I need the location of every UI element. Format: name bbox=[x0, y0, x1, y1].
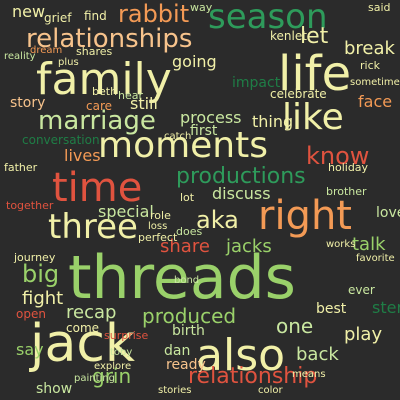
word-like: like bbox=[282, 97, 344, 138]
word-father: father bbox=[4, 161, 38, 174]
word-aka: aka bbox=[196, 206, 239, 234]
word-open: open bbox=[16, 307, 46, 321]
word-conversation: conversation bbox=[22, 133, 100, 147]
word-hear: hear bbox=[118, 89, 144, 102]
word-family: family bbox=[36, 54, 172, 105]
word-care: care bbox=[86, 99, 113, 113]
word-share: share bbox=[160, 236, 210, 257]
word-painting: painting bbox=[74, 373, 115, 384]
word-holiday: holiday bbox=[328, 161, 369, 174]
word-beth: beth bbox=[92, 85, 118, 98]
word-back: back bbox=[296, 344, 339, 365]
word-know: know bbox=[306, 142, 370, 170]
word-going: going bbox=[172, 52, 217, 71]
word-season: season bbox=[208, 0, 328, 37]
word-let: let bbox=[300, 24, 329, 49]
word-marriage: marriage bbox=[38, 106, 156, 136]
word-role: role bbox=[150, 209, 171, 222]
word-surprise: surprise bbox=[104, 329, 149, 342]
word-face: face bbox=[358, 92, 393, 111]
word-big: big bbox=[22, 260, 60, 288]
word-jack: jack bbox=[30, 314, 136, 374]
word-best: best bbox=[316, 301, 347, 317]
word-works: works bbox=[326, 239, 356, 250]
word-come: come bbox=[66, 321, 100, 335]
word-show: show bbox=[36, 381, 73, 397]
word-say: say bbox=[16, 340, 44, 359]
word-brother: brother bbox=[326, 185, 367, 198]
word-rabbit: rabbit bbox=[118, 0, 190, 28]
word-discuss: discuss bbox=[212, 184, 271, 203]
word-sometimes: sometimes bbox=[350, 77, 400, 88]
word-loss: loss bbox=[148, 221, 168, 232]
word-process: process bbox=[180, 108, 242, 127]
word-stories: stories bbox=[158, 385, 192, 396]
word-does: does bbox=[176, 225, 203, 238]
word-new: new bbox=[12, 2, 46, 21]
word-birth: birth bbox=[172, 323, 205, 339]
word-kenlet: kenlet bbox=[270, 29, 307, 43]
word-special: special bbox=[98, 202, 154, 221]
word-dan: dan bbox=[164, 343, 191, 359]
word-perfect: perfect bbox=[138, 231, 178, 244]
word-first: first bbox=[190, 123, 218, 139]
word-catch: catch bbox=[164, 131, 192, 142]
word-journey: journey bbox=[14, 251, 56, 264]
word-break: break bbox=[344, 38, 395, 59]
word-story: story bbox=[10, 95, 46, 111]
word-also: also bbox=[196, 330, 286, 381]
word-ever: ever bbox=[348, 283, 375, 297]
word-sterling: sterling bbox=[372, 298, 400, 317]
word-life: life bbox=[278, 46, 352, 102]
word-celebrate: celebrate bbox=[270, 87, 327, 101]
word-toby: toby bbox=[110, 347, 133, 358]
word-grief: grief bbox=[44, 11, 72, 25]
word-favorite: favorite bbox=[356, 253, 395, 264]
word-rick: rick bbox=[360, 59, 380, 72]
word-reality: reality bbox=[4, 51, 36, 62]
word-moments: moments bbox=[98, 125, 268, 166]
word-recap: recap bbox=[66, 302, 117, 323]
word-color: color bbox=[258, 385, 283, 396]
word-way: way bbox=[190, 1, 213, 14]
word-right: right bbox=[258, 193, 352, 239]
word-grin: grin bbox=[92, 364, 132, 388]
word-impact: impact bbox=[232, 75, 281, 91]
word-threads: threads bbox=[68, 243, 296, 313]
word-lives: lives bbox=[64, 146, 101, 165]
word-said: said bbox=[368, 1, 391, 14]
word-three: three bbox=[48, 207, 138, 247]
word-bond: bond bbox=[174, 275, 200, 286]
word-play: play bbox=[344, 324, 383, 345]
word-thing: thing bbox=[252, 112, 294, 131]
word-explore: explore bbox=[94, 361, 132, 372]
word-plus: plus bbox=[58, 57, 79, 68]
word-dream: dream bbox=[30, 45, 63, 56]
word-talk: talk bbox=[352, 234, 386, 255]
word-one: one bbox=[276, 314, 314, 338]
word-find: find bbox=[84, 9, 107, 23]
word-relationships: relationships bbox=[26, 24, 193, 54]
word-ready: ready bbox=[166, 357, 206, 373]
word-shares: shares bbox=[76, 45, 113, 58]
word-productions: productions bbox=[176, 164, 306, 189]
word-produced: produced bbox=[142, 304, 237, 328]
word-relationship: relationship bbox=[188, 364, 318, 389]
word-together: together bbox=[6, 199, 54, 212]
word-fight: fight bbox=[22, 288, 64, 309]
word-jacks: jacks bbox=[226, 236, 272, 257]
word-still: still bbox=[130, 94, 158, 113]
word-means: means bbox=[292, 369, 326, 380]
word-lot: lot bbox=[180, 191, 195, 204]
word-time: time bbox=[52, 165, 143, 211]
word-love: love bbox=[376, 205, 400, 221]
